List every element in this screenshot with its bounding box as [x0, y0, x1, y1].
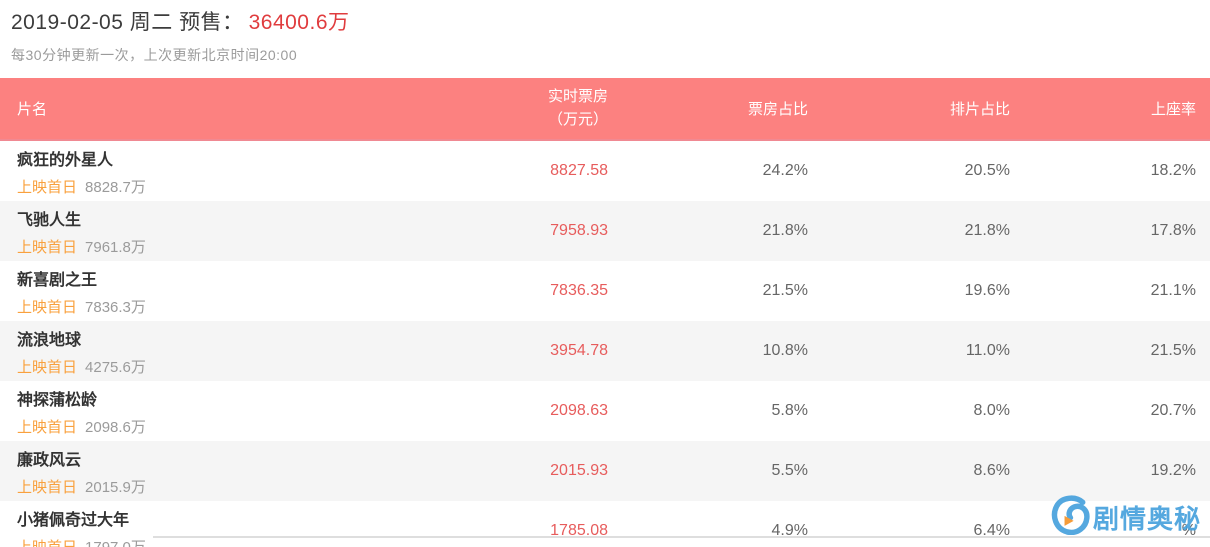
occupancy-rate: 18.2%	[1150, 162, 1196, 179]
boxoffice-share: 21.8%	[762, 222, 808, 239]
table-row: 神探蒲松龄 上映首日 2098.6万 2098.63 5.8% 8.0% 20.7…	[0, 381, 1210, 441]
col-header-name: 片名	[17, 101, 48, 118]
table-row: 飞驰人生 上映首日 7961.8万 7958.93 21.8% 21.8% 17.…	[0, 201, 1210, 261]
movie-title: 飞驰人生	[17, 211, 82, 229]
occupancy-rate: 21.5%	[1150, 342, 1196, 359]
col-header-boxoffice-share: 票房占比	[747, 101, 808, 118]
realtime-boxoffice: 7958.93	[550, 222, 608, 239]
screening-share: 20.5%	[964, 162, 1010, 179]
boxoffice-table: 片名 实时票房 （万元） 票房占比 排片占比 上座率 疯狂的外星人 上映首日 88…	[0, 78, 1210, 547]
boxoffice-share: 5.8%	[771, 402, 808, 419]
screening-share: 8.0%	[973, 402, 1010, 419]
first-day-boxoffice: 4275.6万	[85, 358, 146, 376]
movie-title: 小猪佩奇过大年	[17, 511, 130, 529]
screening-share: 6.4%	[973, 522, 1010, 539]
release-day-tag: 上映首日	[17, 238, 78, 256]
table-row: 廉政风云 上映首日 2015.9万 2015.93 5.5% 8.6% 19.2%	[0, 441, 1210, 501]
movie-title: 新喜剧之王	[17, 271, 98, 289]
bottom-divider	[153, 536, 1210, 538]
occupancy-rate: %	[1181, 522, 1196, 539]
occupancy-rate: 17.8%	[1150, 222, 1196, 239]
watermark-text: 剧情奥秘	[1093, 504, 1202, 534]
movie-title: 神探蒲松龄	[17, 391, 98, 409]
first-day-boxoffice: 7961.8万	[85, 238, 146, 256]
occupancy-rate: 19.2%	[1150, 462, 1196, 479]
movie-cell: 廉政风云 上映首日 2015.9万	[0, 446, 420, 497]
table-row: 流浪地球 上映首日 4275.6万 3954.78 10.8% 11.0% 21.…	[0, 321, 1210, 381]
occupancy-rate: 21.1%	[1150, 282, 1196, 299]
first-day-boxoffice: 7836.3万	[85, 298, 146, 316]
movie-cell: 新喜剧之王 上映首日 7836.3万	[0, 266, 420, 317]
movie-cell: 流浪地球 上映首日 4275.6万	[0, 326, 420, 377]
realtime-boxoffice: 2098.63	[550, 402, 608, 419]
col-header-realtime-line1: 实时票房	[547, 88, 608, 105]
release-day-tag: 上映首日	[17, 358, 78, 376]
realtime-boxoffice: 7836.35	[550, 282, 608, 299]
realtime-boxoffice: 2015.93	[550, 462, 608, 479]
release-day-tag: 上映首日	[17, 538, 78, 547]
boxoffice-share: 10.8%	[762, 342, 808, 359]
occupancy-rate: 20.7%	[1150, 402, 1196, 419]
first-day-boxoffice: 1797.0万	[85, 538, 146, 547]
screening-share: 19.6%	[964, 282, 1010, 299]
site-watermark: 剧情奥秘	[1050, 495, 1201, 540]
col-header-realtime: 实时票房 （万元）	[420, 86, 608, 131]
screening-share: 8.6%	[973, 462, 1010, 479]
update-note: 每30分钟更新一次，上次更新北京时间20:00	[11, 47, 298, 63]
realtime-boxoffice: 1785.08	[550, 522, 608, 539]
movie-cell: 疯狂的外星人 上映首日 8828.7万	[0, 146, 420, 197]
movie-cell: 神探蒲松龄 上映首日 2098.6万	[0, 386, 420, 437]
screening-share: 11.0%	[965, 342, 1010, 359]
movie-cell: 小猪佩奇过大年 上映首日 1797.0万	[0, 506, 420, 547]
first-day-boxoffice: 8828.7万	[85, 178, 146, 196]
page-title: 2019-02-05 周二 预售： 36400.6万	[11, 6, 1210, 36]
movie-title: 流浪地球	[17, 331, 82, 349]
presale-amount: 36400.6万	[248, 11, 350, 34]
movie-title: 廉政风云	[17, 451, 82, 469]
movie-title: 疯狂的外星人	[17, 151, 114, 169]
boxoffice-share: 24.2%	[762, 162, 808, 179]
table-header-row: 片名 实时票房 （万元） 票房占比 排片占比 上座率	[0, 78, 1210, 141]
realtime-boxoffice: 8827.58	[550, 162, 608, 179]
col-header-occupancy: 上座率	[1150, 101, 1196, 118]
boxoffice-share: 5.5%	[771, 462, 808, 479]
table-row: 疯狂的外星人 上映首日 8828.7万 8827.58 24.2% 20.5% 1…	[0, 141, 1210, 201]
table-row: 新喜剧之王 上映首日 7836.3万 7836.35 21.5% 19.6% 21…	[0, 261, 1210, 321]
boxoffice-share: 21.5%	[762, 282, 808, 299]
table-row: 小猪佩奇过大年 上映首日 1797.0万 1785.08 4.9% 6.4% %	[0, 501, 1210, 547]
realtime-boxoffice: 3954.78	[550, 342, 608, 359]
play-swirl-icon	[1050, 495, 1090, 540]
first-day-boxoffice: 2098.6万	[85, 418, 146, 436]
col-header-realtime-line2: （万元）	[547, 110, 608, 128]
release-day-tag: 上映首日	[17, 418, 78, 436]
first-day-boxoffice: 2015.9万	[85, 478, 146, 496]
date-presale-label: 2019-02-05 周二 预售：	[11, 11, 244, 34]
release-day-tag: 上映首日	[17, 478, 78, 496]
boxoffice-share: 4.9%	[771, 522, 808, 539]
movie-cell: 飞驰人生 上映首日 7961.8万	[0, 206, 420, 257]
screening-share: 21.8%	[964, 222, 1010, 239]
release-day-tag: 上映首日	[17, 178, 78, 196]
release-day-tag: 上映首日	[17, 298, 78, 316]
col-header-screening-share: 排片占比	[949, 101, 1010, 118]
page-header: 2019-02-05 周二 预售： 36400.6万 每30分钟更新一次，上次更新…	[0, 0, 1210, 65]
